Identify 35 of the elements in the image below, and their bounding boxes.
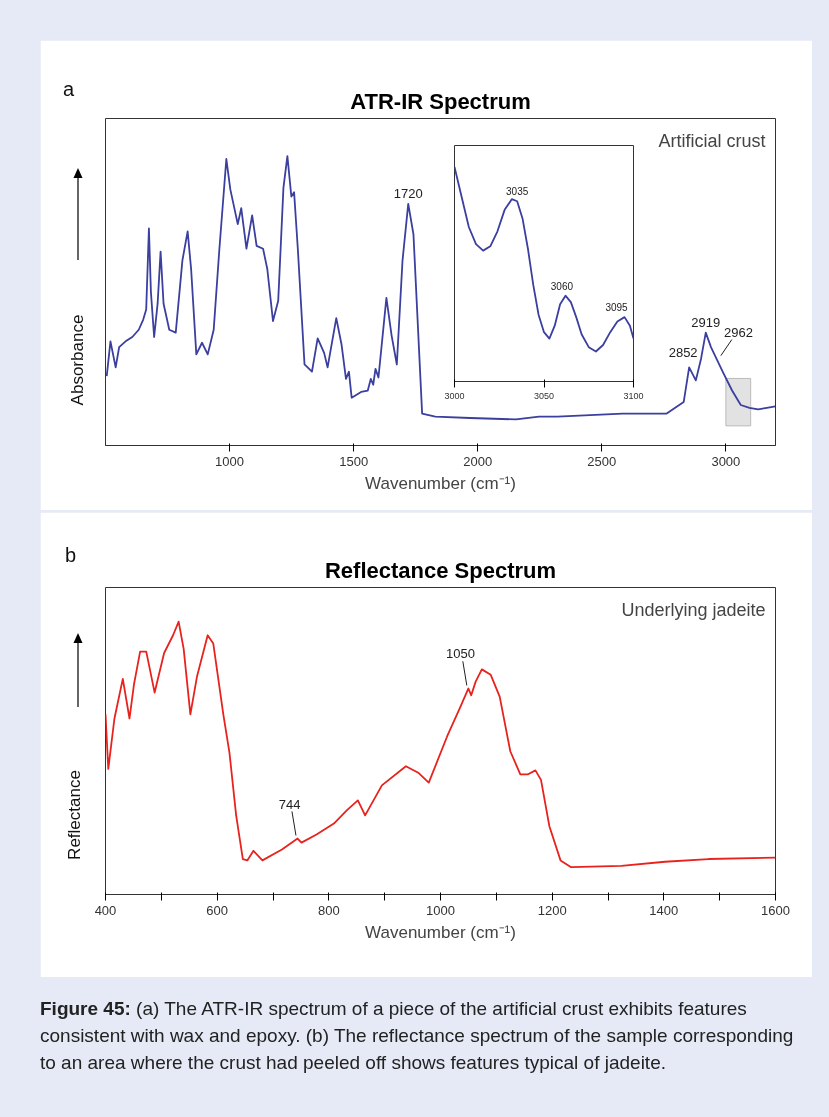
x-tick-label: 2000 [463, 453, 493, 469]
x-tick-label: 2500 [587, 453, 617, 469]
annotation: 2852 [668, 345, 698, 361]
annotation: 744 [278, 796, 301, 812]
annotation: 2962 [723, 324, 753, 340]
y-axis-title: Reflectance [64, 770, 85, 860]
annotation: 3095 [605, 302, 629, 314]
annotation: 3060 [550, 280, 574, 292]
x-tick-label: 1600 [761, 902, 790, 918]
x-tick-label: 1000 [215, 453, 245, 469]
caption: Figure 45: (a) The ATR-IR spectrum of a piece of the artificial crust exhibits features consistent with wax and epoxy. (b) The reflectance spectrum of the sample corresponding to an area where the crust had peeled off shows features typical of jadeite. [40, 997, 795, 1075]
x-axis-title: Wavenumber (cm⁻¹) [365, 473, 516, 493]
x-tick-label: 1000 [426, 902, 455, 918]
x-tick-label: 800 [317, 902, 340, 918]
x-tick-label: 1200 [537, 902, 567, 918]
text: b [65, 543, 77, 568]
annotation: 1050 [445, 646, 475, 662]
text: Artificial crust [658, 130, 766, 151]
text: Underlying jadeite [621, 599, 766, 620]
x-tick-label: 1500 [339, 453, 369, 469]
x-tick-label: 600 [206, 902, 229, 918]
annotation: 1720 [393, 185, 423, 201]
x-tick-label: 400 [94, 902, 117, 918]
chart-title: ATR-IR Spectrum [350, 88, 531, 114]
annotation: 3035 [506, 186, 529, 198]
x-tick-label: 1400 [649, 902, 679, 918]
x-tick-label: 3100 [623, 390, 644, 401]
x-axis-title: Wavenumber (cm⁻¹) [365, 922, 516, 942]
text: a [63, 77, 75, 102]
chart-title: Reflectance Spectrum [324, 557, 557, 583]
x-tick-label: 3050 [533, 390, 555, 401]
x-tick-label: 3000 [444, 390, 465, 401]
y-axis-title: Absorbance [67, 314, 88, 406]
x-tick-label: 3000 [711, 453, 741, 469]
annotation: 2919 [691, 314, 721, 330]
